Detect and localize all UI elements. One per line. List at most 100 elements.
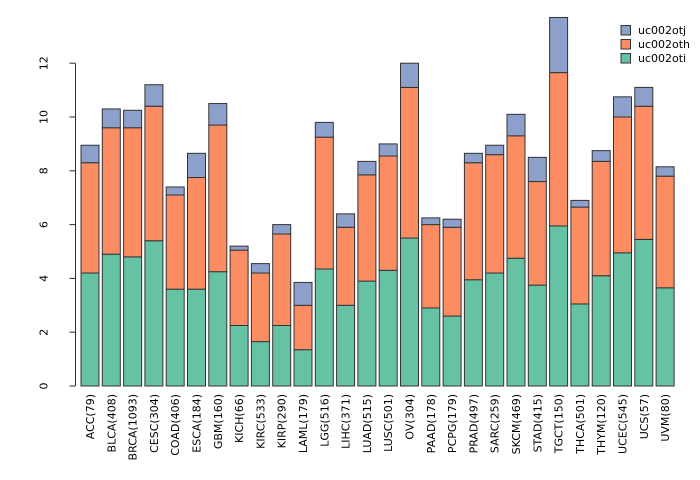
bar-segment-uc002otj bbox=[463, 152, 483, 164]
bar-segment-uc002oth bbox=[165, 194, 185, 290]
bar-segment-uc002oti bbox=[80, 272, 100, 387]
bar-gbm bbox=[208, 103, 228, 387]
bar-kich bbox=[229, 245, 249, 387]
x-tick-label: ACC(79) bbox=[84, 394, 97, 439]
x-tick-label: UCEC(545) bbox=[617, 394, 630, 454]
bar-segment-uc002otj bbox=[655, 166, 675, 177]
bar-segment-uc002oth bbox=[144, 105, 164, 242]
bar-segment-uc002oti bbox=[144, 240, 164, 387]
x-tick-label: GBM(160) bbox=[212, 394, 225, 449]
bar-segment-uc002oti bbox=[229, 324, 249, 387]
bar-tgct bbox=[549, 16, 569, 387]
bar-segment-uc002oth bbox=[250, 272, 270, 343]
bar-segment-uc002oti bbox=[400, 237, 419, 387]
x-tick-label: THYM(120) bbox=[595, 394, 608, 456]
bar-segment-uc002otj bbox=[549, 16, 569, 74]
bar-segment-uc002oth bbox=[591, 160, 611, 277]
bar-segment-uc002oti bbox=[570, 303, 590, 387]
x-tick-label: CESC(304) bbox=[148, 394, 161, 453]
bar-segment-uc002oth bbox=[336, 226, 356, 306]
bar-segment-uc002otj bbox=[229, 245, 249, 251]
x-tick-label: UVM(80) bbox=[659, 394, 672, 442]
bar-segment-uc002oti bbox=[506, 257, 526, 387]
bar-brca bbox=[123, 109, 143, 387]
x-tick-label: SKCM(469) bbox=[510, 394, 523, 454]
bar-segment-uc002oth bbox=[123, 127, 143, 258]
bar-esca bbox=[187, 152, 206, 387]
bar-segment-uc002oth bbox=[272, 233, 292, 326]
x-tick-label: ESCA(184) bbox=[191, 394, 204, 453]
bar-segment-uc002oth bbox=[655, 175, 675, 289]
x-tick-label: LUAD(515) bbox=[361, 394, 374, 453]
bar-segment-uc002otj bbox=[187, 152, 206, 179]
bar-segment-uc002oth bbox=[357, 174, 377, 282]
bar-segment-uc002otj bbox=[165, 186, 185, 196]
bar-paad bbox=[421, 217, 441, 387]
legend-swatch-uc002oti bbox=[620, 53, 631, 64]
bar-ucec bbox=[613, 96, 632, 387]
bar-segment-uc002oti bbox=[272, 324, 292, 387]
bar-lihc bbox=[336, 213, 356, 387]
x-tick-label: LAML(179) bbox=[297, 394, 310, 453]
y-tick-label: 2 bbox=[38, 329, 51, 336]
bar-coad bbox=[165, 186, 185, 387]
x-tick-label: SARC(259) bbox=[489, 394, 502, 453]
x-tick-label: PCPG(179) bbox=[446, 394, 459, 453]
bar-segment-uc002oti bbox=[634, 238, 654, 387]
x-axis-labels: ACC(79) BLCA(408) BRCA(1093) CESC(304) COAD(… bbox=[84, 394, 672, 460]
x-tick-label: KIRP(290) bbox=[276, 394, 289, 448]
bar-segment-uc002otj bbox=[80, 144, 100, 164]
bar-segment-uc002otj bbox=[570, 199, 590, 208]
bar-segment-uc002oth bbox=[314, 136, 334, 270]
bar-segment-uc002otj bbox=[208, 103, 228, 126]
bar-segment-uc002oth bbox=[613, 116, 632, 254]
x-tick-label: LGG(516) bbox=[318, 394, 331, 447]
legend-label: uc002oth bbox=[638, 38, 690, 51]
bar-segment-uc002otj bbox=[357, 160, 377, 176]
legend-swatch-uc002otj bbox=[620, 25, 631, 36]
bar-segment-uc002otj bbox=[314, 121, 334, 138]
bar-uvm bbox=[655, 166, 675, 387]
bar-segment-uc002oti bbox=[463, 279, 483, 387]
bar-segment-uc002oth bbox=[570, 206, 590, 305]
bar-segment-uc002otj bbox=[613, 96, 632, 118]
bar-segment-uc002oti bbox=[208, 271, 228, 387]
bar-acc bbox=[80, 144, 100, 387]
bar-segment-uc002otj bbox=[378, 143, 398, 157]
bar-thca bbox=[570, 199, 590, 387]
bar-segment-uc002oth bbox=[527, 181, 547, 286]
bar-ucs bbox=[634, 86, 654, 387]
bar-segment-uc002oth bbox=[442, 226, 462, 317]
x-tick-label: LIHC(371) bbox=[340, 394, 353, 449]
bar-segment-uc002oth bbox=[400, 86, 419, 239]
bar-segment-uc002otj bbox=[250, 263, 270, 274]
bar-segment-uc002otj bbox=[421, 217, 441, 226]
bar-segment-uc002oti bbox=[293, 349, 313, 387]
bar-segment-uc002oti bbox=[187, 288, 206, 387]
bar-segment-uc002otj bbox=[400, 62, 419, 88]
x-tick-label: OV(304) bbox=[404, 394, 417, 440]
legend-label: uc002otj bbox=[638, 24, 686, 37]
bar-segment-uc002oth bbox=[506, 135, 526, 259]
y-tick-label: 12 bbox=[38, 56, 51, 70]
bar-segment-uc002oti bbox=[123, 256, 143, 387]
legend-label: uc002oti bbox=[638, 52, 686, 65]
x-tick-label: UCS(57) bbox=[638, 394, 651, 439]
bar-segment-uc002oth bbox=[80, 162, 100, 274]
bar-segment-uc002oti bbox=[101, 253, 121, 387]
x-tick-label: BRCA(1093) bbox=[127, 394, 140, 460]
bar-segment-uc002oti bbox=[165, 288, 185, 387]
bar-segment-uc002oth bbox=[293, 304, 313, 351]
bar-segment-uc002oti bbox=[378, 269, 398, 387]
bar-segment-uc002oti bbox=[421, 307, 441, 387]
x-tick-label: BLCA(408) bbox=[105, 394, 118, 452]
x-tick-label: LUSC(501) bbox=[382, 394, 395, 452]
bar-segment-uc002otj bbox=[336, 213, 356, 228]
bar-prad bbox=[463, 152, 483, 387]
plot-area bbox=[80, 16, 675, 387]
legend-swatch-uc002oth bbox=[620, 39, 631, 50]
bar-kirc bbox=[250, 263, 270, 387]
